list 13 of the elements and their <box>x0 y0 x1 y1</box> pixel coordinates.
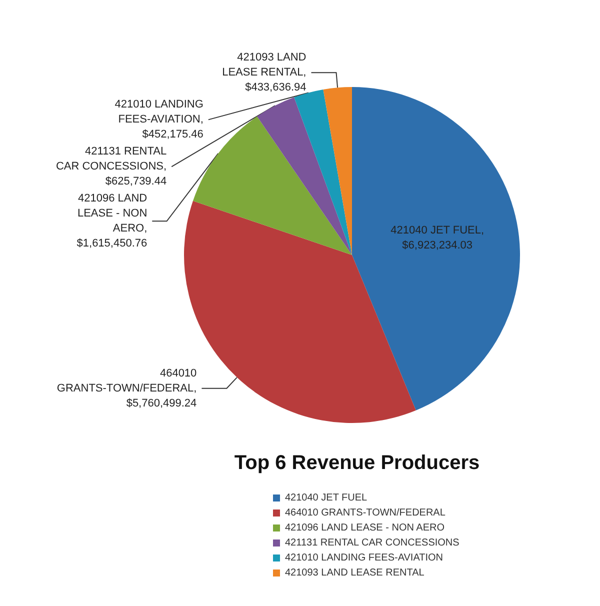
legend-label: 421010 LANDING FEES-AVIATION <box>285 552 444 564</box>
data-label: 421096 LAND LEASE - NON AERO, $1,615,450.76 <box>76 192 148 250</box>
data-label: 421093 LAND LEASE RENTAL, $433,636.94 <box>222 52 306 94</box>
legend-label: 421131 RENTAL CAR CONCESSIONS <box>285 538 460 548</box>
legend-label: 464010 GRANTS-TOWN/FEDERAL <box>285 508 446 518</box>
legend-label: 421040 JET FUEL <box>285 492 368 504</box>
legend-label: 421093 LAND LEASE RENTAL <box>285 568 425 578</box>
data-label: 421010 LANDING FEES-AVIATION, $452,175.46 <box>114 98 204 141</box>
legend-label: 421096 LAND LEASE - NON AERO <box>285 522 445 534</box>
text: Top 6 Revenue Producers <box>234 452 480 474</box>
data-label: 421131 RENTAL CAR CONCESSIONS, $625,739.44 <box>56 146 167 188</box>
data-label: 464010 GRANTS-TOWN/FEDERAL, $5,760,499.24 <box>56 367 197 410</box>
data-label: 421040 JET FUEL, $6,923,234.03 <box>390 224 484 252</box>
